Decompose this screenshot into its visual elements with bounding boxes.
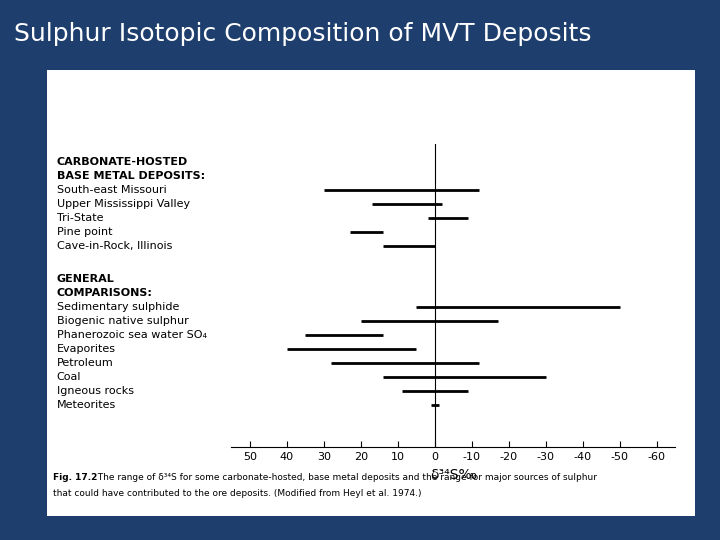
Text: Cave-in-Rock, Illinois: Cave-in-Rock, Illinois [57,241,172,251]
Text: Sedimentary sulphide: Sedimentary sulphide [57,302,179,312]
Text: Igneous rocks: Igneous rocks [57,386,133,396]
Text: CARBONATE-HOSTED: CARBONATE-HOSTED [57,157,188,167]
Text: Evaporites: Evaporites [57,344,115,354]
Text: The range of δ³⁴S for some carbonate-hosted, base metal deposits and the range f: The range of δ³⁴S for some carbonate-hos… [92,473,597,482]
Text: Tri-State: Tri-State [57,213,103,223]
Text: Coal: Coal [57,372,81,382]
X-axis label: δ³⁴S‰: δ³⁴S‰ [430,469,477,482]
Text: that could have contributed to the ore deposits. (Modified from Heyl et al. 1974: that could have contributed to the ore d… [53,489,422,498]
Text: Pine point: Pine point [57,227,112,237]
Text: Petroleum: Petroleum [57,358,113,368]
Text: BASE METAL DEPOSITS:: BASE METAL DEPOSITS: [57,171,204,181]
Text: South-east Missouri: South-east Missouri [57,185,166,195]
Text: COMPARISONS:: COMPARISONS: [57,288,153,298]
Text: Sulphur Isotopic Composition of MVT Deposits: Sulphur Isotopic Composition of MVT Depo… [14,22,592,46]
Text: Phanerozoic sea water SO₄: Phanerozoic sea water SO₄ [57,330,207,340]
Text: Upper Mississippi Valley: Upper Mississippi Valley [57,199,189,210]
Text: Biogenic native sulphur: Biogenic native sulphur [57,316,188,326]
Text: Fig. 17.2: Fig. 17.2 [53,473,98,482]
Text: Meteorites: Meteorites [57,400,116,410]
Text: GENERAL: GENERAL [57,274,114,284]
